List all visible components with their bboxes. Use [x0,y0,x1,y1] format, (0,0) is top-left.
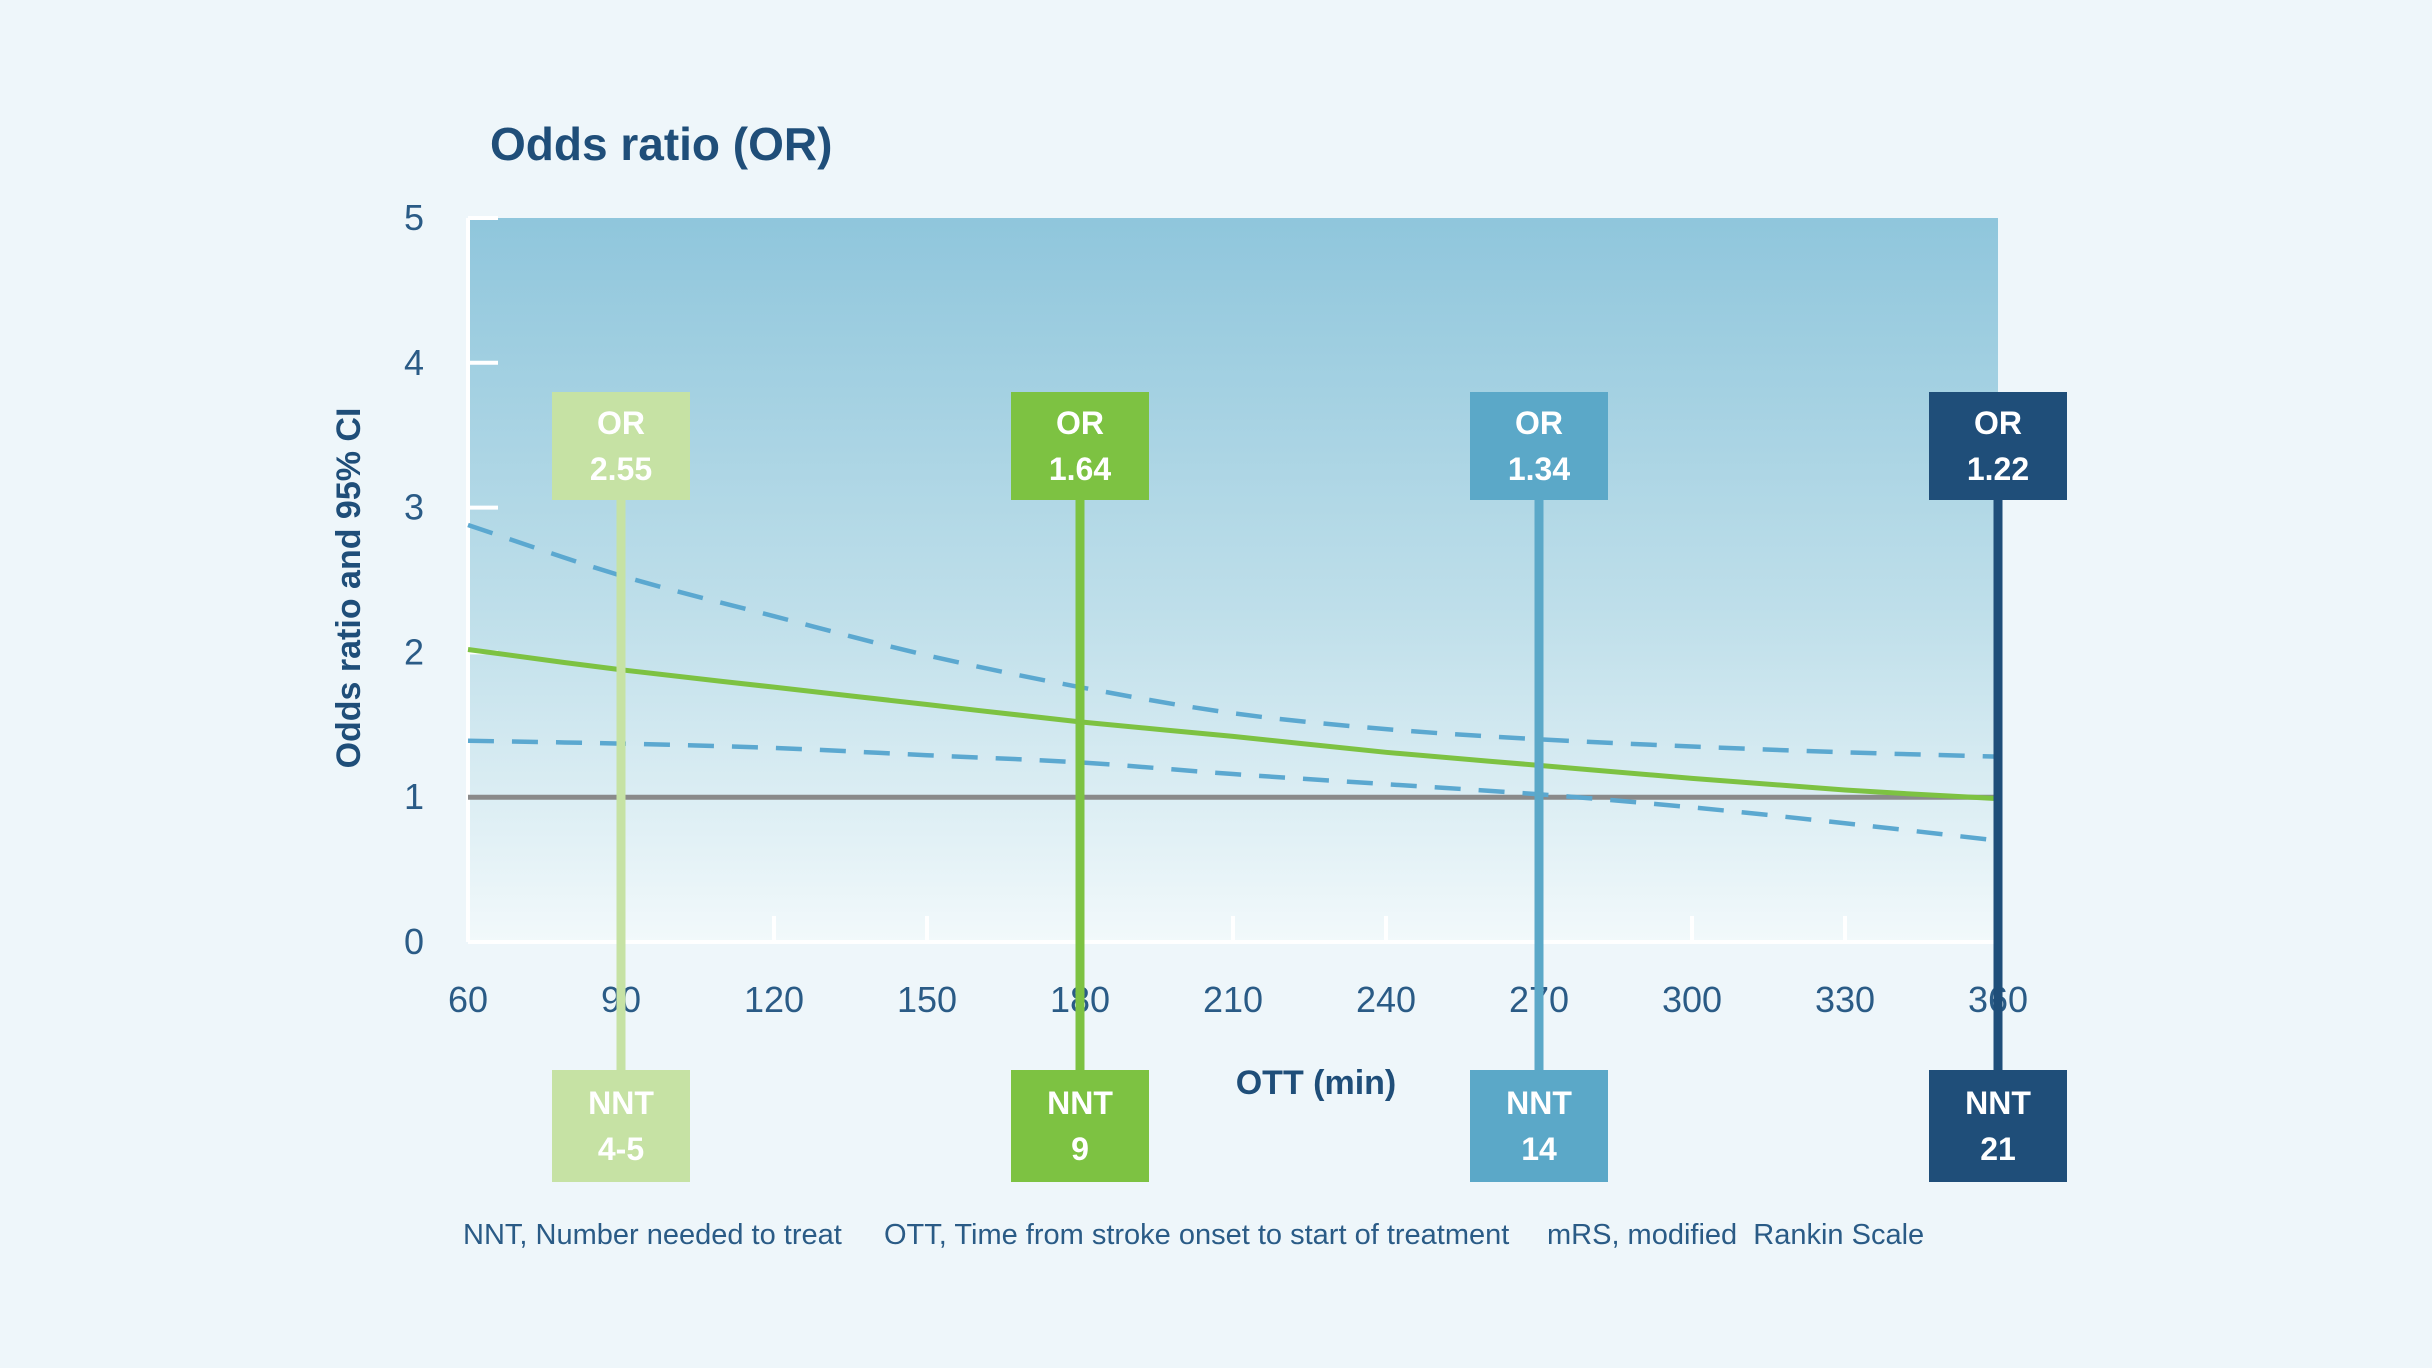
y-tick-label: 1 [404,776,424,817]
y-tick-label: 5 [404,197,424,238]
nnt-box [1470,1070,1608,1182]
chart-title: Odds ratio (OR) [490,118,832,170]
or-box-value: 1.34 [1508,451,1570,487]
x-tick-label: 300 [1662,979,1722,1020]
x-tick-label: 60 [448,979,488,1020]
nnt-box-value: 14 [1521,1131,1557,1167]
footnote-mrs: mRS, modified Rankin Scale [1547,1219,1924,1251]
or-box [1470,392,1608,500]
nnt-box-label: NNT [1506,1085,1572,1121]
or-line [467,647,1999,802]
or-box [1929,392,2067,500]
or-box-value: 1.22 [1967,451,2029,487]
nnt-box-value: 21 [1980,1131,2016,1167]
or-box-value: 1.64 [1049,451,1111,487]
lower-ci-line [467,738,1999,843]
footnote-nnt: NNT, Number needed to treat [463,1219,842,1251]
footnote-ott: OTT, Time from stroke onset to start of … [884,1219,1509,1251]
or-box-label: OR [1974,405,2022,441]
or-box-label: OR [597,405,645,441]
nnt-box [1929,1070,2067,1182]
upper-ci-line [467,522,1999,759]
x-tick-label: 210 [1203,979,1263,1020]
y-tick-label: 2 [404,631,424,672]
nnt-box [1011,1070,1149,1182]
nnt-box-value: 4-5 [598,1131,644,1167]
or-box [552,392,690,500]
or-box-label: OR [1515,405,1563,441]
x-tick-label: 150 [897,979,957,1020]
x-tick-label: 120 [744,979,804,1020]
nnt-box-label: NNT [1965,1085,2031,1121]
nnt-box-value: 9 [1071,1131,1089,1167]
x-axis-label: OTT (min) [1236,1064,1397,1102]
y-tick-label: 3 [404,487,424,528]
y-tick-label: 4 [404,342,424,383]
or-box-value: 2.55 [590,451,652,487]
y-tick-label: 0 [404,921,424,962]
y-axis-label: Odds ratio and 95% CI [330,408,368,769]
nnt-box-label: NNT [588,1085,654,1121]
or-box-label: OR [1056,405,1104,441]
nnt-box-label: NNT [1047,1085,1113,1121]
or-box [1011,392,1149,500]
x-tick-label: 240 [1356,979,1416,1020]
plot-area [468,218,1998,942]
nnt-box [552,1070,690,1182]
x-tick-label: 330 [1815,979,1875,1020]
